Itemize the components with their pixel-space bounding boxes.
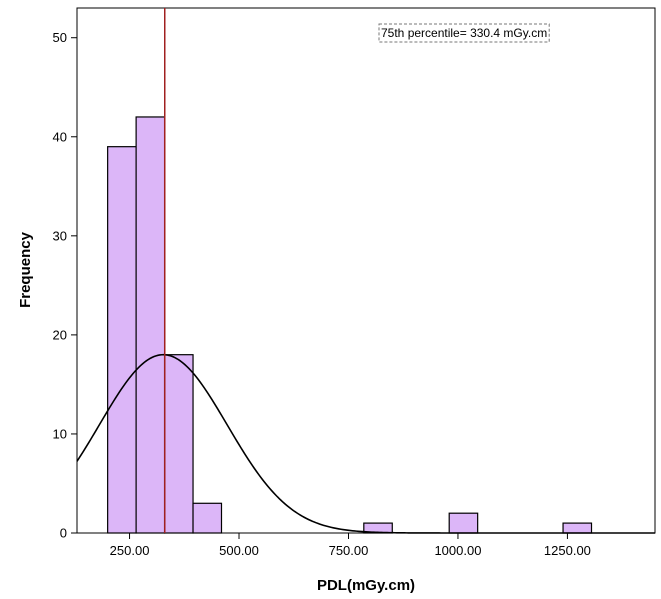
y-tick-label: 50 xyxy=(53,30,67,45)
y-tick-label: 0 xyxy=(60,526,67,541)
histogram-bar xyxy=(107,146,137,534)
x-tick-label: 1250.00 xyxy=(544,543,591,558)
x-tick-label: 750.00 xyxy=(329,543,369,558)
histogram-bar xyxy=(562,522,593,534)
annotation-text: 75th percentile= 330.4 mGy.cm xyxy=(381,26,547,40)
histogram-bars xyxy=(107,116,593,534)
x-tick-label: 250.00 xyxy=(110,543,150,558)
y-tick-label: 40 xyxy=(53,129,67,144)
x-axis-title: PDL(mGy.cm) xyxy=(317,577,415,594)
annotation-frame xyxy=(378,23,550,43)
y-tick-label: 30 xyxy=(53,228,67,243)
y-tick-label: 10 xyxy=(53,426,67,441)
histogram-bar xyxy=(192,502,223,534)
y-axis-ticks: 0 10 20 30 40 50 xyxy=(53,30,77,541)
x-tick-label: 1000.00 xyxy=(434,543,481,558)
x-axis-ticks: 250.00 500.00 750.00 1000.00 1250.00 xyxy=(110,533,591,558)
annotation-box: 75th percentile= 330.4 mGy.cm xyxy=(378,23,550,43)
histogram-bar xyxy=(135,116,166,534)
x-tick-label: 500.00 xyxy=(219,543,259,558)
histogram-bar xyxy=(163,354,194,534)
histogram-bar xyxy=(448,512,479,534)
normal-curve xyxy=(76,353,655,534)
y-tick-label: 20 xyxy=(53,327,67,342)
plot-area xyxy=(76,7,656,534)
y-axis-title: Frequency xyxy=(17,231,34,308)
